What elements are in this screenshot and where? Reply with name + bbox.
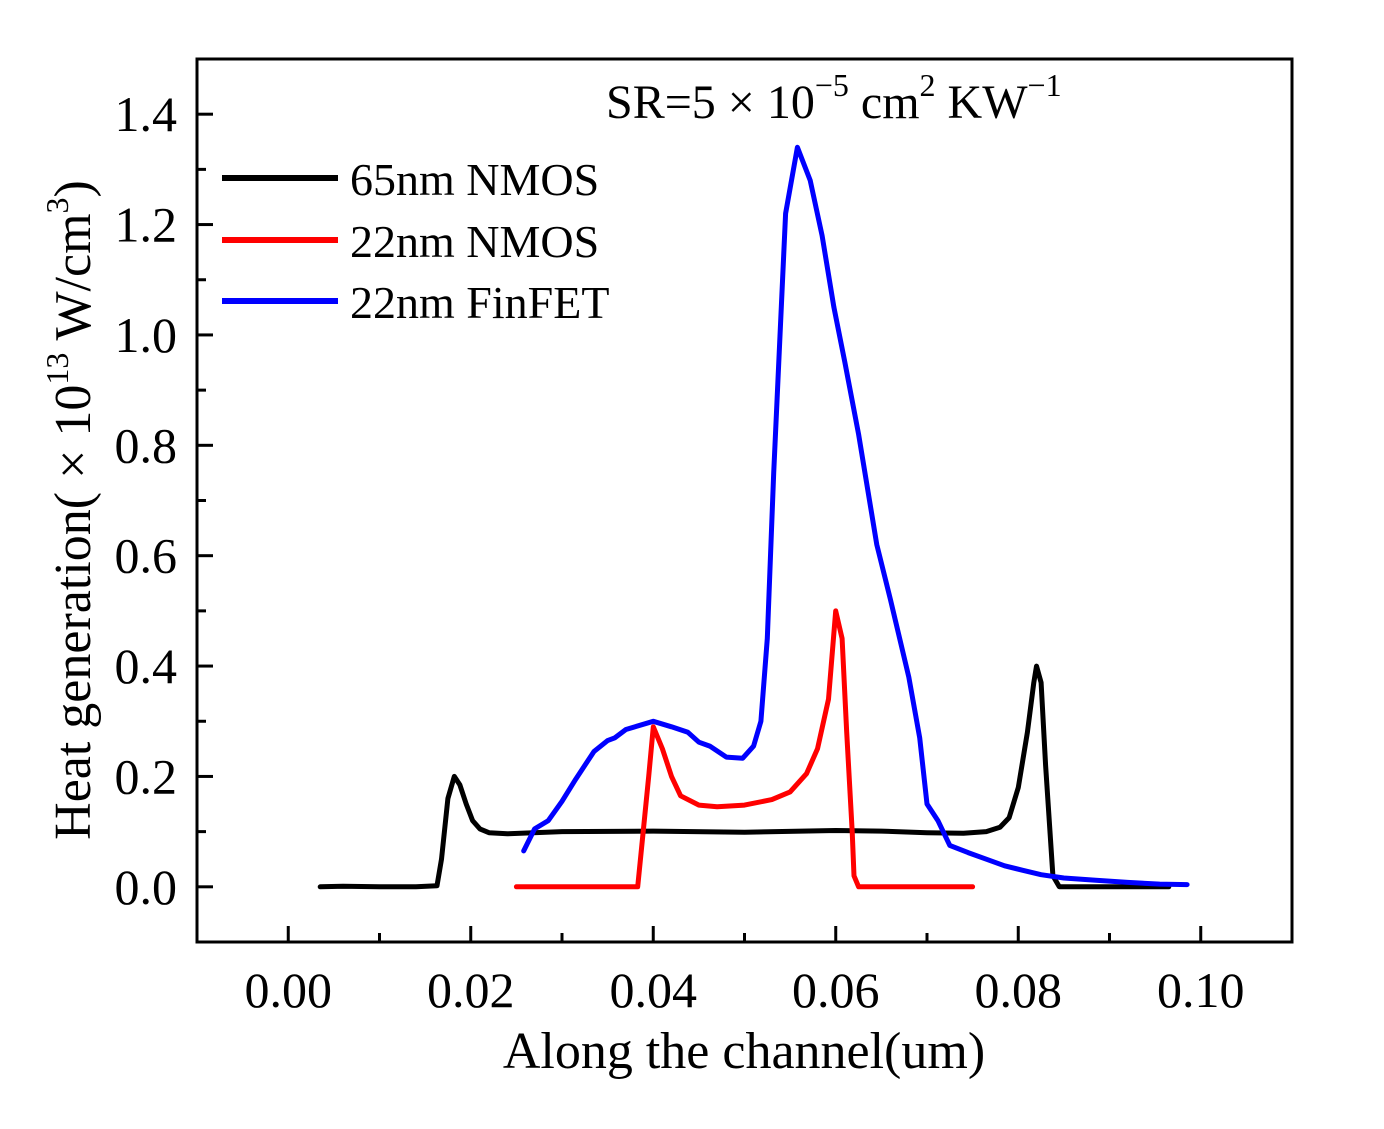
legend-label-22nm-finfet: 22nm FinFET bbox=[350, 277, 609, 328]
x-tick-label: 0.08 bbox=[975, 962, 1063, 1018]
x-tick-label: 0.04 bbox=[610, 962, 698, 1018]
y-axis-title: Heat generation( × 1013 W/cm3) bbox=[39, 180, 102, 840]
legend: 65nm NMOS 22nm NMOS 22nm FinFET bbox=[222, 154, 609, 328]
series-line-65nm-nmos bbox=[317, 663, 1172, 890]
y-tick-label: 0.0 bbox=[115, 859, 178, 915]
series-line-22nm-nmos bbox=[513, 608, 976, 890]
legend-label-22nm-nmos: 22nm NMOS bbox=[350, 216, 599, 267]
x-axis-title: Along the channel(um) bbox=[503, 1023, 985, 1080]
legend-label-65nm-nmos: 65nm NMOS bbox=[350, 154, 599, 205]
series-line-22nm-finfet bbox=[521, 144, 1190, 888]
x-axis: 0.00 0.02 0.04 0.06 0.08 0.10 bbox=[245, 926, 1245, 1018]
x-tick-label: 0.10 bbox=[1157, 962, 1245, 1018]
y-tick-label: 1.0 bbox=[115, 307, 178, 363]
x-tick-label: 0.02 bbox=[427, 962, 515, 1018]
x-tick-label: 0.06 bbox=[792, 962, 880, 1018]
y-tick-label: 0.6 bbox=[115, 528, 178, 584]
series-group bbox=[317, 144, 1190, 890]
x-tick-label: 0.00 bbox=[245, 962, 333, 1018]
y-tick-label: 0.4 bbox=[115, 638, 178, 694]
y-tick-label: 0.8 bbox=[115, 417, 178, 473]
y-tick-label: 0.2 bbox=[115, 748, 178, 804]
y-axis: 0.0 0.2 0.4 0.6 0.8 1.0 1.2 1.4 bbox=[115, 86, 213, 915]
y-tick-label: 1.2 bbox=[115, 197, 178, 253]
y-tick-label: 1.4 bbox=[115, 86, 178, 142]
annotation: SR=5 × 10−5 cm2 KW−1 bbox=[606, 67, 1062, 129]
